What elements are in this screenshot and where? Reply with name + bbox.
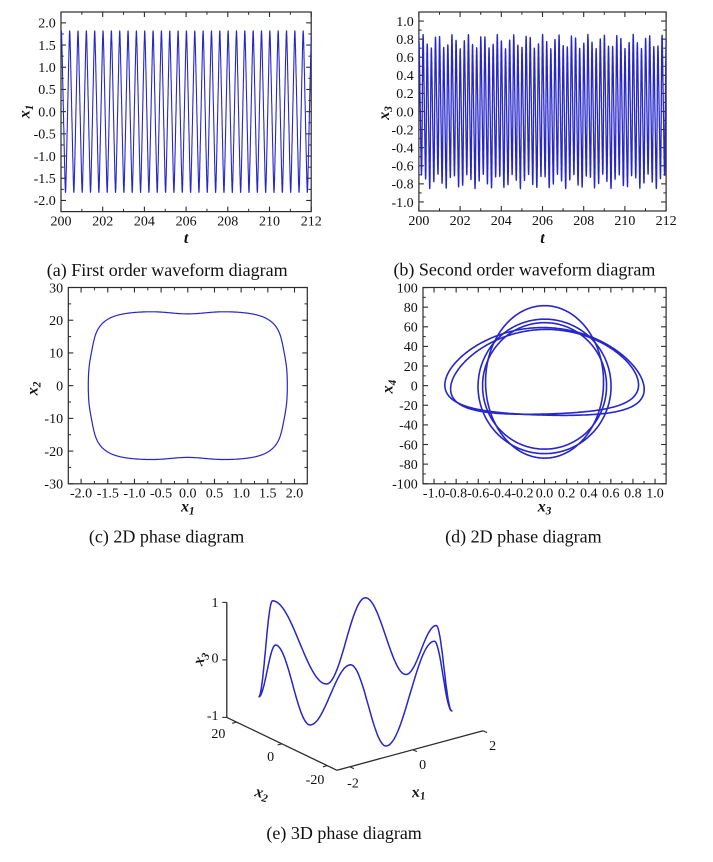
svg-text:-20: -20 xyxy=(306,773,325,788)
svg-text:202: 202 xyxy=(92,215,113,230)
svg-text:206: 206 xyxy=(176,215,197,230)
svg-text:0.4: 0.4 xyxy=(580,487,598,502)
svg-text:204: 204 xyxy=(134,215,155,230)
svg-text:1.5: 1.5 xyxy=(38,39,56,54)
svg-text:200: 200 xyxy=(408,214,429,229)
svg-text:t: t xyxy=(184,230,189,247)
svg-text:100: 100 xyxy=(397,281,418,296)
svg-text:(d) 2D phase diagram: (d) 2D phase diagram xyxy=(445,526,601,547)
svg-text:0: 0 xyxy=(212,652,219,667)
svg-text:210: 210 xyxy=(614,214,635,229)
svg-text:200: 200 xyxy=(51,215,72,230)
svg-text:-0.6: -0.6 xyxy=(392,160,414,175)
svg-text:-100: -100 xyxy=(392,478,418,493)
svg-text:t: t xyxy=(540,230,545,247)
svg-text:0.0: 0.0 xyxy=(179,487,197,502)
svg-text:208: 208 xyxy=(573,214,594,229)
svg-text:0.2: 0.2 xyxy=(558,487,576,502)
svg-text:1.0: 1.0 xyxy=(396,15,414,30)
svg-text:206: 206 xyxy=(532,214,553,229)
svg-text:-0.2: -0.2 xyxy=(392,123,414,138)
svg-text:20: 20 xyxy=(211,727,225,742)
svg-text:80: 80 xyxy=(404,301,418,316)
svg-text:-1.0: -1.0 xyxy=(423,487,445,502)
svg-text:0.0: 0.0 xyxy=(536,487,554,502)
svg-text:0.6: 0.6 xyxy=(602,487,620,502)
svg-text:212: 212 xyxy=(656,214,677,229)
svg-text:-1.0: -1.0 xyxy=(34,150,56,165)
svg-text:-0.8: -0.8 xyxy=(445,487,467,502)
svg-text:1: 1 xyxy=(212,596,219,611)
svg-text:204: 204 xyxy=(491,214,512,229)
svg-text:2: 2 xyxy=(489,739,496,754)
svg-text:0: 0 xyxy=(267,750,274,765)
svg-text:20: 20 xyxy=(49,314,63,329)
svg-text:0.2: 0.2 xyxy=(396,87,414,102)
svg-text:1.5: 1.5 xyxy=(259,487,277,502)
svg-text:40: 40 xyxy=(404,340,418,355)
svg-text:-60: -60 xyxy=(399,438,418,453)
svg-text:0.8: 0.8 xyxy=(624,487,642,502)
svg-text:0.8: 0.8 xyxy=(396,33,414,48)
svg-text:208: 208 xyxy=(217,215,238,230)
svg-text:2.0: 2.0 xyxy=(38,17,56,32)
svg-text:-2.0: -2.0 xyxy=(70,487,92,502)
svg-text:-20: -20 xyxy=(399,399,418,414)
svg-text:(c) 2D phase diagram: (c) 2D phase diagram xyxy=(89,526,244,547)
svg-text:-0.5: -0.5 xyxy=(150,487,172,502)
svg-text:202: 202 xyxy=(450,214,471,229)
svg-text:-0.6: -0.6 xyxy=(467,487,489,502)
svg-text:212: 212 xyxy=(301,215,322,230)
svg-text:0.4: 0.4 xyxy=(396,69,414,84)
svg-text:-1.5: -1.5 xyxy=(34,172,56,187)
svg-text:-30: -30 xyxy=(44,478,63,493)
svg-text:1.0: 1.0 xyxy=(232,487,250,502)
svg-text:210: 210 xyxy=(259,215,280,230)
svg-text:2.0: 2.0 xyxy=(286,487,304,502)
svg-text:0: 0 xyxy=(56,379,63,394)
svg-text:(b) Second order waveform diag: (b) Second order waveform diagram xyxy=(393,260,655,281)
svg-text:1.0: 1.0 xyxy=(38,61,56,76)
svg-text:-0.5: -0.5 xyxy=(34,128,56,143)
svg-text:-0.4: -0.4 xyxy=(489,487,511,502)
svg-text:0: 0 xyxy=(411,379,418,394)
svg-text:30: 30 xyxy=(49,281,63,296)
svg-text:-10: -10 xyxy=(44,412,63,427)
svg-text:0.6: 0.6 xyxy=(396,51,414,66)
svg-text:60: 60 xyxy=(404,321,418,336)
svg-text:0.5: 0.5 xyxy=(38,83,56,98)
svg-text:-1.5: -1.5 xyxy=(97,487,119,502)
svg-text:20: 20 xyxy=(404,360,418,375)
svg-text:-40: -40 xyxy=(399,419,418,434)
svg-text:0.0: 0.0 xyxy=(38,106,56,121)
svg-text:(e) 3D phase diagram: (e) 3D phase diagram xyxy=(266,823,421,844)
svg-text:-20: -20 xyxy=(44,445,63,460)
svg-text:(a) First order waveform diagr: (a) First order waveform diagram xyxy=(47,260,288,281)
svg-text:-1.0: -1.0 xyxy=(123,487,145,502)
svg-text:1.0: 1.0 xyxy=(646,487,664,502)
svg-text:-80: -80 xyxy=(399,458,418,473)
svg-text:-1: -1 xyxy=(207,709,219,724)
svg-text:0.0: 0.0 xyxy=(396,105,414,120)
svg-text:0.5: 0.5 xyxy=(206,487,224,502)
svg-text:-2.0: -2.0 xyxy=(34,194,56,209)
svg-text:-1.0: -1.0 xyxy=(392,196,414,211)
svg-text:-0.8: -0.8 xyxy=(392,178,414,193)
svg-text:-0.4: -0.4 xyxy=(392,142,414,157)
svg-text:-2: -2 xyxy=(347,776,359,791)
svg-text:-0.2: -0.2 xyxy=(511,487,533,502)
svg-text:10: 10 xyxy=(49,347,63,362)
svg-text:0: 0 xyxy=(419,758,426,773)
